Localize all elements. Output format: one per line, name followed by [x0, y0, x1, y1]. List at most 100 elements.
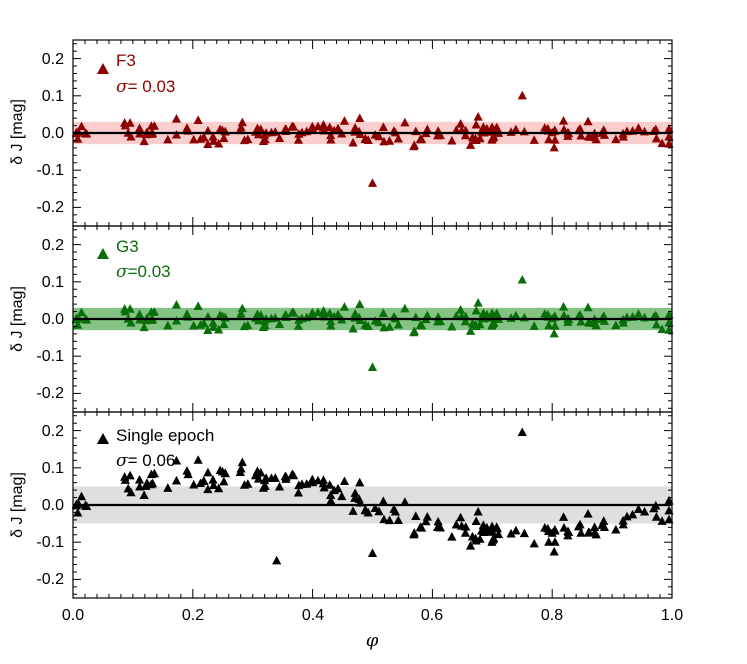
data-point [599, 125, 609, 134]
y-axis-label: δ J [mag] [9, 286, 26, 352]
data-point [558, 512, 569, 521]
data-point [384, 515, 395, 525]
data-point [339, 476, 350, 486]
data-point [288, 308, 299, 317]
data-point [367, 178, 378, 187]
data-point [416, 523, 427, 532]
data-point [664, 495, 674, 505]
data-point [256, 310, 266, 320]
data-point [237, 457, 247, 467]
data-point [416, 320, 427, 330]
data-point [308, 124, 318, 133]
data-point [270, 473, 280, 482]
data-point [455, 512, 466, 522]
data-point [199, 476, 209, 485]
data-point [256, 124, 266, 134]
data-point [274, 133, 285, 143]
data-point [460, 528, 471, 537]
data-point [384, 136, 395, 145]
data-point [489, 533, 499, 543]
data-point [339, 302, 350, 311]
data-point [409, 326, 419, 335]
data-point [576, 528, 586, 537]
data-point [189, 320, 199, 330]
data-point [599, 522, 610, 532]
sigma-value: = 0.06 [128, 451, 176, 470]
data-point [618, 318, 628, 327]
data-point [511, 124, 521, 134]
data-point [633, 504, 644, 513]
data-point [134, 475, 145, 484]
data-point [575, 124, 585, 133]
data-point [318, 306, 329, 315]
data-point [618, 519, 628, 529]
data-point [208, 131, 218, 141]
data-point [599, 516, 609, 525]
data-point [363, 507, 373, 517]
data-point [400, 303, 410, 313]
data-point [171, 129, 182, 139]
sigma-symbol: σ [116, 77, 128, 97]
data-point [237, 303, 247, 313]
data-point [236, 122, 246, 132]
data-point [422, 124, 432, 134]
data-point [583, 116, 593, 126]
data-point [367, 362, 378, 371]
data-point [367, 548, 378, 557]
data-point [550, 321, 560, 330]
data-point [208, 475, 218, 484]
data-point [125, 304, 135, 313]
data-point [339, 116, 350, 125]
legend-label: F3 [116, 51, 136, 70]
data-point [355, 113, 365, 123]
data-point [544, 537, 554, 546]
data-point [639, 506, 650, 516]
data-point [549, 546, 559, 556]
data-point [139, 136, 149, 146]
data-point [422, 310, 432, 320]
data-point [76, 491, 87, 501]
data-point [664, 131, 674, 141]
data-point [126, 317, 136, 327]
data-point [409, 140, 419, 149]
data-point [475, 133, 485, 143]
data-point [657, 324, 667, 334]
data-point [333, 309, 343, 319]
data-point [379, 514, 389, 524]
data-point [576, 316, 586, 326]
data-point [558, 115, 569, 125]
data-point [350, 123, 360, 132]
data-point [465, 541, 476, 550]
data-point [506, 528, 516, 538]
data-point [350, 488, 360, 497]
y-tick-label: -0.1 [36, 162, 64, 179]
data-point [326, 130, 336, 140]
data-point [589, 522, 600, 532]
data-point [447, 532, 457, 541]
legend-marker [97, 248, 109, 259]
data-point [243, 320, 253, 330]
data-point [326, 495, 336, 505]
panel-f3-annotations: δ J [mag] 0.2 0.1 0.0 -0.1 -0.2 F3 σ= 0.… [9, 51, 175, 216]
data-point [203, 325, 213, 334]
data-point [435, 522, 445, 532]
data-point [214, 483, 224, 493]
data-point [489, 132, 499, 141]
data-point [591, 529, 601, 539]
data-point [219, 476, 229, 486]
data-point [651, 133, 662, 143]
data-point [511, 310, 521, 320]
data-point [378, 308, 388, 317]
x-tick-label: 0.4 [302, 607, 324, 624]
data-point [260, 320, 270, 330]
data-point [256, 467, 266, 477]
data-point [325, 122, 335, 132]
data-point [575, 310, 585, 319]
data-point [549, 328, 559, 338]
x-tick-label: 0.8 [541, 607, 563, 624]
data-point [384, 322, 395, 331]
data-point [203, 467, 213, 477]
data-point [487, 527, 498, 536]
data-point [193, 301, 203, 310]
